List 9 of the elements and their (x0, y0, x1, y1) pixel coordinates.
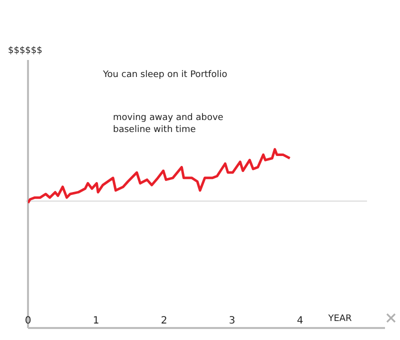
x-tick-label: 2 (160, 316, 168, 327)
x-axis-title: YEAR (327, 314, 352, 324)
chart-title: You can sleep on it Portfolio (102, 70, 228, 80)
x-tick-label: 0 (24, 316, 32, 327)
x-tick-label: 3 (228, 316, 236, 327)
text: $$$$$$ (8, 46, 42, 56)
x-tick-label: 4 (296, 316, 304, 327)
text: moving away and above baseline with time (113, 113, 224, 135)
x-tick-label: 1 (92, 316, 100, 327)
